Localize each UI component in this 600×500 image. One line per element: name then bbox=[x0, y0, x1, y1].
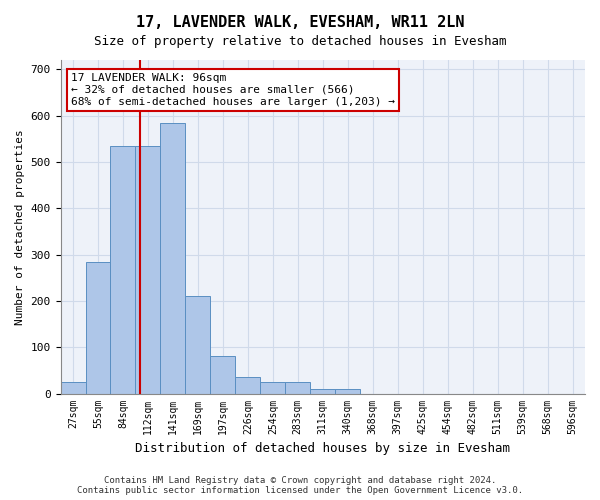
Bar bbox=[211, 356, 235, 394]
Text: Contains HM Land Registry data © Crown copyright and database right 2024.
Contai: Contains HM Land Registry data © Crown c… bbox=[77, 476, 523, 495]
X-axis label: Distribution of detached houses by size in Evesham: Distribution of detached houses by size … bbox=[135, 442, 510, 455]
Bar bbox=[86, 262, 110, 394]
Text: 17, LAVENDER WALK, EVESHAM, WR11 2LN: 17, LAVENDER WALK, EVESHAM, WR11 2LN bbox=[136, 15, 464, 30]
Bar bbox=[335, 389, 360, 394]
Bar bbox=[286, 382, 310, 394]
Bar bbox=[235, 378, 260, 394]
Bar bbox=[185, 296, 211, 394]
Bar bbox=[61, 382, 86, 394]
Text: 17 LAVENDER WALK: 96sqm
← 32% of detached houses are smaller (566)
68% of semi-d: 17 LAVENDER WALK: 96sqm ← 32% of detache… bbox=[71, 74, 395, 106]
Y-axis label: Number of detached properties: Number of detached properties bbox=[15, 129, 25, 324]
Bar bbox=[260, 382, 286, 394]
Bar bbox=[110, 146, 136, 394]
Bar bbox=[310, 389, 335, 394]
Text: Size of property relative to detached houses in Evesham: Size of property relative to detached ho… bbox=[94, 35, 506, 48]
Bar bbox=[160, 122, 185, 394]
Bar bbox=[136, 146, 160, 394]
